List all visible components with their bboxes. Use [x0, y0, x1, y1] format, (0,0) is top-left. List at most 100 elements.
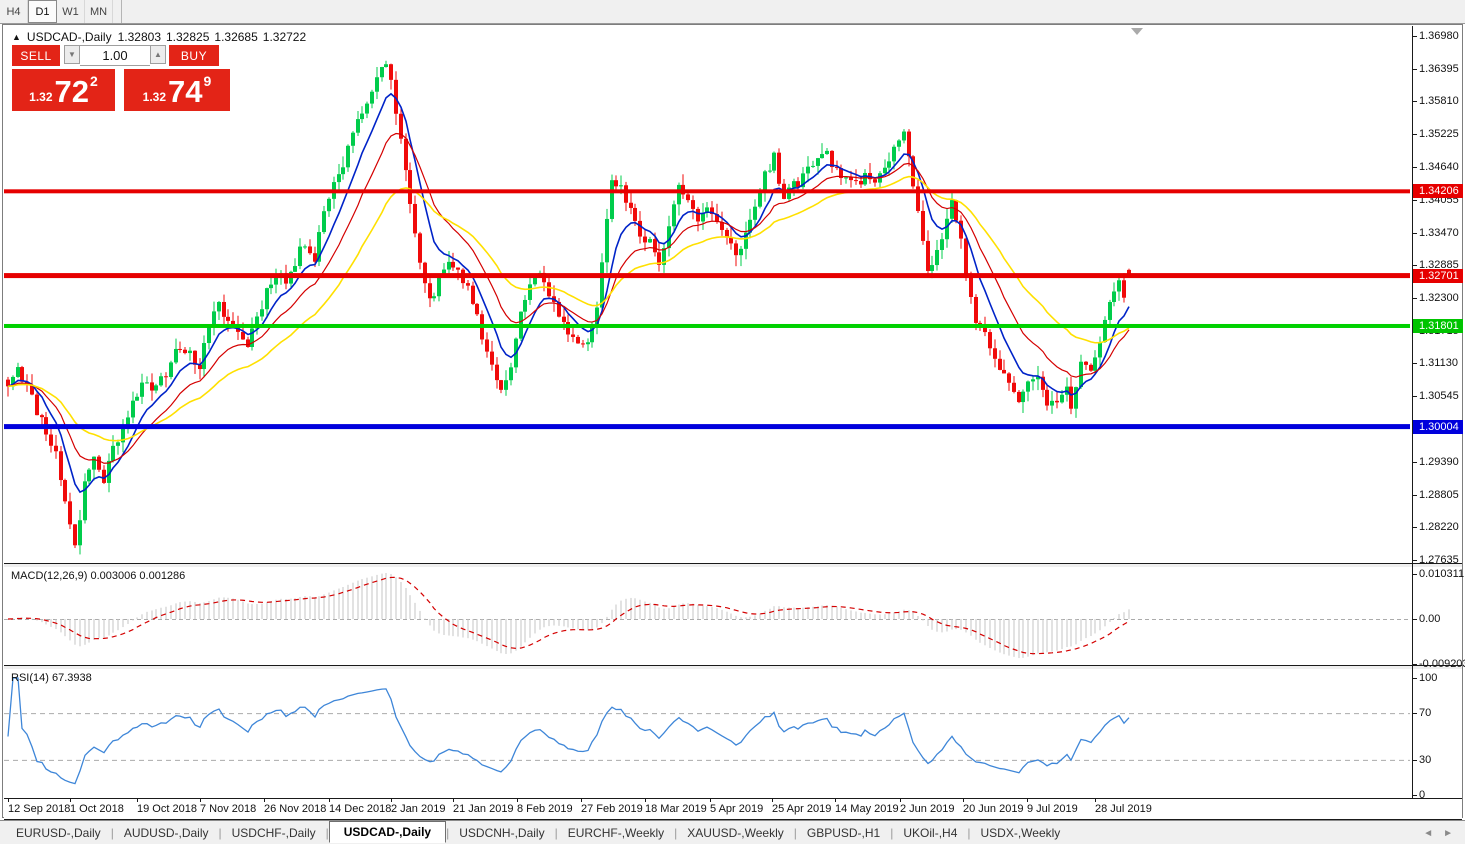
- price-chart-canvas[interactable]: [4, 26, 1412, 563]
- ohlc-values: 1.32803 1.32825 1.32685 1.32722: [118, 30, 307, 44]
- timeframe-button-mn[interactable]: MN: [85, 0, 113, 23]
- sell-price-button[interactable]: 1.32 72 2: [12, 69, 115, 111]
- chart-tab-audusd[interactable]: AUDUSD-,Daily: [123, 826, 209, 840]
- chart-tab-ukoil[interactable]: UKOil-,H4: [903, 826, 958, 840]
- date-label: 7 Nov 2018: [200, 803, 257, 815]
- price-level-badge: 1.31801: [1413, 319, 1463, 333]
- date-label: 26 Nov 2018: [264, 803, 327, 815]
- chart-tab-usdcad[interactable]: USDCAD-,Daily: [328, 821, 447, 843]
- date-label: 18 Mar 2019: [645, 803, 707, 815]
- date-tick: [329, 799, 330, 802]
- price-tick-label: 1.36395: [1419, 63, 1459, 75]
- price-tick-mark: [1413, 36, 1417, 37]
- date-label: 28 Jul 2019: [1095, 803, 1152, 815]
- chart-tab-usdcnh[interactable]: USDCNH-,Daily: [459, 826, 545, 840]
- macd-canvas[interactable]: [4, 567, 1412, 665]
- rsi-axis-label: 0: [1419, 789, 1426, 801]
- volume-decrease-button[interactable]: ▼: [64, 45, 80, 64]
- price-tick-label: 1.28805: [1419, 489, 1459, 501]
- macd-tick-mark: [1413, 664, 1417, 665]
- time-axis[interactable]: 12 Sep 2018 1 Oct 2018 19 Oct 2018 7 Nov 20…: [4, 798, 1462, 820]
- tab-separator: |: [218, 826, 222, 840]
- price-tick-label: 1.29390: [1419, 456, 1459, 468]
- date-label: 20 Jun 2019: [963, 803, 1024, 815]
- chart-tab-eurusd[interactable]: EURUSD-,Daily: [16, 826, 101, 840]
- buy-price-prefix: 1.32: [142, 90, 167, 104]
- price-level-badge: 1.30004: [1413, 420, 1463, 434]
- macd-indicator-label: MACD(12,26,9) 0.003006 0.001286: [11, 570, 186, 582]
- price-tick-mark: [1413, 134, 1417, 135]
- tab-separator: |: [890, 826, 894, 840]
- date-tick: [264, 799, 265, 802]
- rsi-canvas[interactable]: [4, 669, 1412, 797]
- price-tick-mark: [1413, 527, 1417, 528]
- macd-tick-mark: [1413, 619, 1417, 620]
- date-tick: [963, 799, 964, 802]
- date-tick: [1027, 799, 1028, 802]
- one-click-trade-panel: SELL ▼ 1.00 ▲ BUY 1.32 72 2 1.32 74 9: [12, 45, 230, 111]
- tab-scroll-buttons: ◄ ►: [1423, 828, 1465, 839]
- chart-tab-usdx[interactable]: USDX-,Weekly: [980, 826, 1061, 840]
- sell-price-big: 72: [54, 74, 90, 109]
- chart-tab-usdchf[interactable]: USDCHF-,Daily: [231, 826, 316, 840]
- open-value: 1.32803: [117, 30, 161, 44]
- tab-separator: |: [446, 826, 450, 840]
- timeframe-button-d1[interactable]: D1: [28, 0, 57, 23]
- close-value: 1.32722: [262, 30, 307, 44]
- symbol-period-label: USDCAD-,Daily: [26, 30, 112, 44]
- chart-tab-xauusd[interactable]: XAUUSD-,Weekly: [687, 826, 784, 840]
- volume-increase-button[interactable]: ▲: [150, 45, 166, 64]
- price-tick-mark: [1413, 69, 1417, 70]
- timeframe-button-h4[interactable]: H4: [0, 0, 28, 23]
- price-tick-mark: [1413, 265, 1417, 266]
- price-tick-mark: [1413, 200, 1417, 201]
- price-tick-mark: [1413, 101, 1417, 102]
- timeframe-button-w1[interactable]: W1: [57, 0, 85, 23]
- chart-tab-gbpusd[interactable]: GBPUSD-,H1: [806, 826, 881, 840]
- date-tick: [137, 799, 138, 802]
- date-label: 14 May 2019: [835, 803, 899, 815]
- date-tick: [517, 799, 518, 802]
- date-tick: [391, 799, 392, 802]
- date-label: 27 Feb 2019: [581, 803, 643, 815]
- tab-scroll-left-icon[interactable]: ◄: [1423, 827, 1434, 839]
- price-tick-label: 1.32300: [1419, 292, 1459, 304]
- date-tick: [70, 799, 71, 802]
- date-label: 25 Apr 2019: [772, 803, 832, 815]
- tab-separator: |: [110, 826, 114, 840]
- low-value: 1.32685: [214, 30, 258, 44]
- rsi-axis-label: 70: [1419, 707, 1432, 719]
- date-label: 2 Jan 2019: [391, 803, 446, 815]
- chart-shift-marker[interactable]: [1131, 28, 1143, 35]
- date-label: 5 Apr 2019: [710, 803, 764, 815]
- date-label: 1 Oct 2018: [70, 803, 124, 815]
- collapse-triangle-icon[interactable]: ▲: [12, 32, 21, 42]
- tab-separator: |: [325, 826, 329, 840]
- date-tick: [581, 799, 582, 802]
- price-tick-label: 1.31130: [1419, 357, 1458, 369]
- price-tick-label: 1.35225: [1419, 128, 1459, 140]
- date-label: 19 Oct 2018: [137, 803, 197, 815]
- date-label: 21 Jan 2019: [453, 803, 514, 815]
- macd-axis-label: 0.00: [1419, 613, 1441, 625]
- date-label: 9 Jul 2019: [1027, 803, 1078, 815]
- macd-tick-mark: [1413, 574, 1417, 575]
- date-label: 8 Feb 2019: [517, 803, 573, 815]
- ohlc-header: ▲ USDCAD-,Daily 1.32803 1.32825 1.32685 …: [12, 30, 306, 44]
- sell-button[interactable]: SELL: [12, 45, 60, 66]
- price-axis-separator: [1412, 26, 1413, 798]
- high-value: 1.32825: [166, 30, 210, 44]
- buy-button[interactable]: BUY: [169, 45, 219, 66]
- date-tick: [453, 799, 454, 802]
- date-label: 2 Jun 2019: [900, 803, 955, 815]
- date-tick: [645, 799, 646, 802]
- chart-tab-eurchf[interactable]: EURCHF-,Weekly: [567, 826, 665, 840]
- date-tick: [8, 799, 9, 802]
- price-level-badge: 1.32701: [1413, 269, 1463, 283]
- volume-input[interactable]: 1.00: [80, 45, 150, 66]
- buy-price-button[interactable]: 1.32 74 9: [124, 69, 230, 111]
- tab-scroll-right-icon[interactable]: ►: [1443, 827, 1453, 839]
- date-label: 14 Dec 2018: [329, 803, 392, 815]
- buy-price-big: 74: [168, 74, 203, 109]
- price-tick-label: 1.32885: [1419, 259, 1459, 271]
